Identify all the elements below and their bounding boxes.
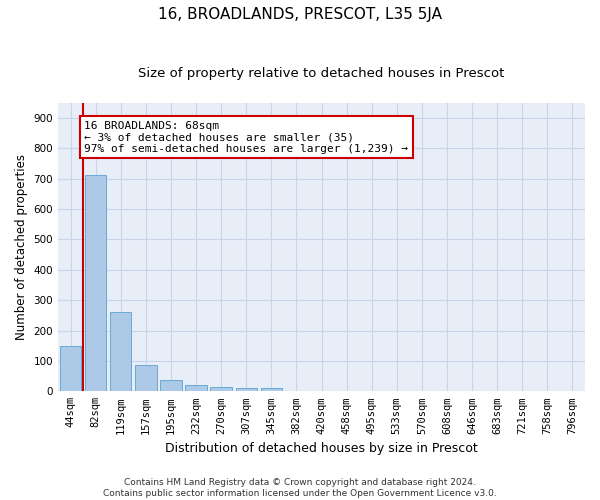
X-axis label: Distribution of detached houses by size in Prescot: Distribution of detached houses by size … xyxy=(165,442,478,455)
Bar xyxy=(185,385,207,392)
Text: 16 BROADLANDS: 68sqm
← 3% of detached houses are smaller (35)
97% of semi-detach: 16 BROADLANDS: 68sqm ← 3% of detached ho… xyxy=(85,120,409,154)
Bar xyxy=(211,387,232,392)
Bar xyxy=(260,388,282,392)
Bar xyxy=(85,176,106,392)
Bar xyxy=(236,388,257,392)
Y-axis label: Number of detached properties: Number of detached properties xyxy=(15,154,28,340)
Text: 16, BROADLANDS, PRESCOT, L35 5JA: 16, BROADLANDS, PRESCOT, L35 5JA xyxy=(158,8,442,22)
Bar xyxy=(135,366,157,392)
Title: Size of property relative to detached houses in Prescot: Size of property relative to detached ho… xyxy=(139,68,505,80)
Bar xyxy=(60,346,81,392)
Text: Contains HM Land Registry data © Crown copyright and database right 2024.
Contai: Contains HM Land Registry data © Crown c… xyxy=(103,478,497,498)
Bar xyxy=(110,312,131,392)
Bar xyxy=(160,380,182,392)
